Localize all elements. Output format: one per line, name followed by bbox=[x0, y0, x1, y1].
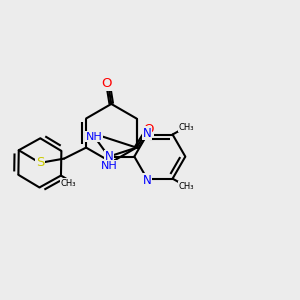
Text: S: S bbox=[36, 156, 44, 170]
Text: NH: NH bbox=[86, 132, 103, 142]
Text: CH₃: CH₃ bbox=[178, 182, 194, 191]
Text: CH₃: CH₃ bbox=[178, 122, 194, 131]
Text: N: N bbox=[143, 127, 152, 140]
Text: O: O bbox=[143, 123, 154, 136]
Text: CH₃: CH₃ bbox=[61, 179, 76, 188]
Text: O: O bbox=[101, 77, 112, 90]
Text: N: N bbox=[143, 174, 152, 187]
Text: N: N bbox=[104, 150, 113, 163]
Text: NH: NH bbox=[100, 161, 117, 171]
